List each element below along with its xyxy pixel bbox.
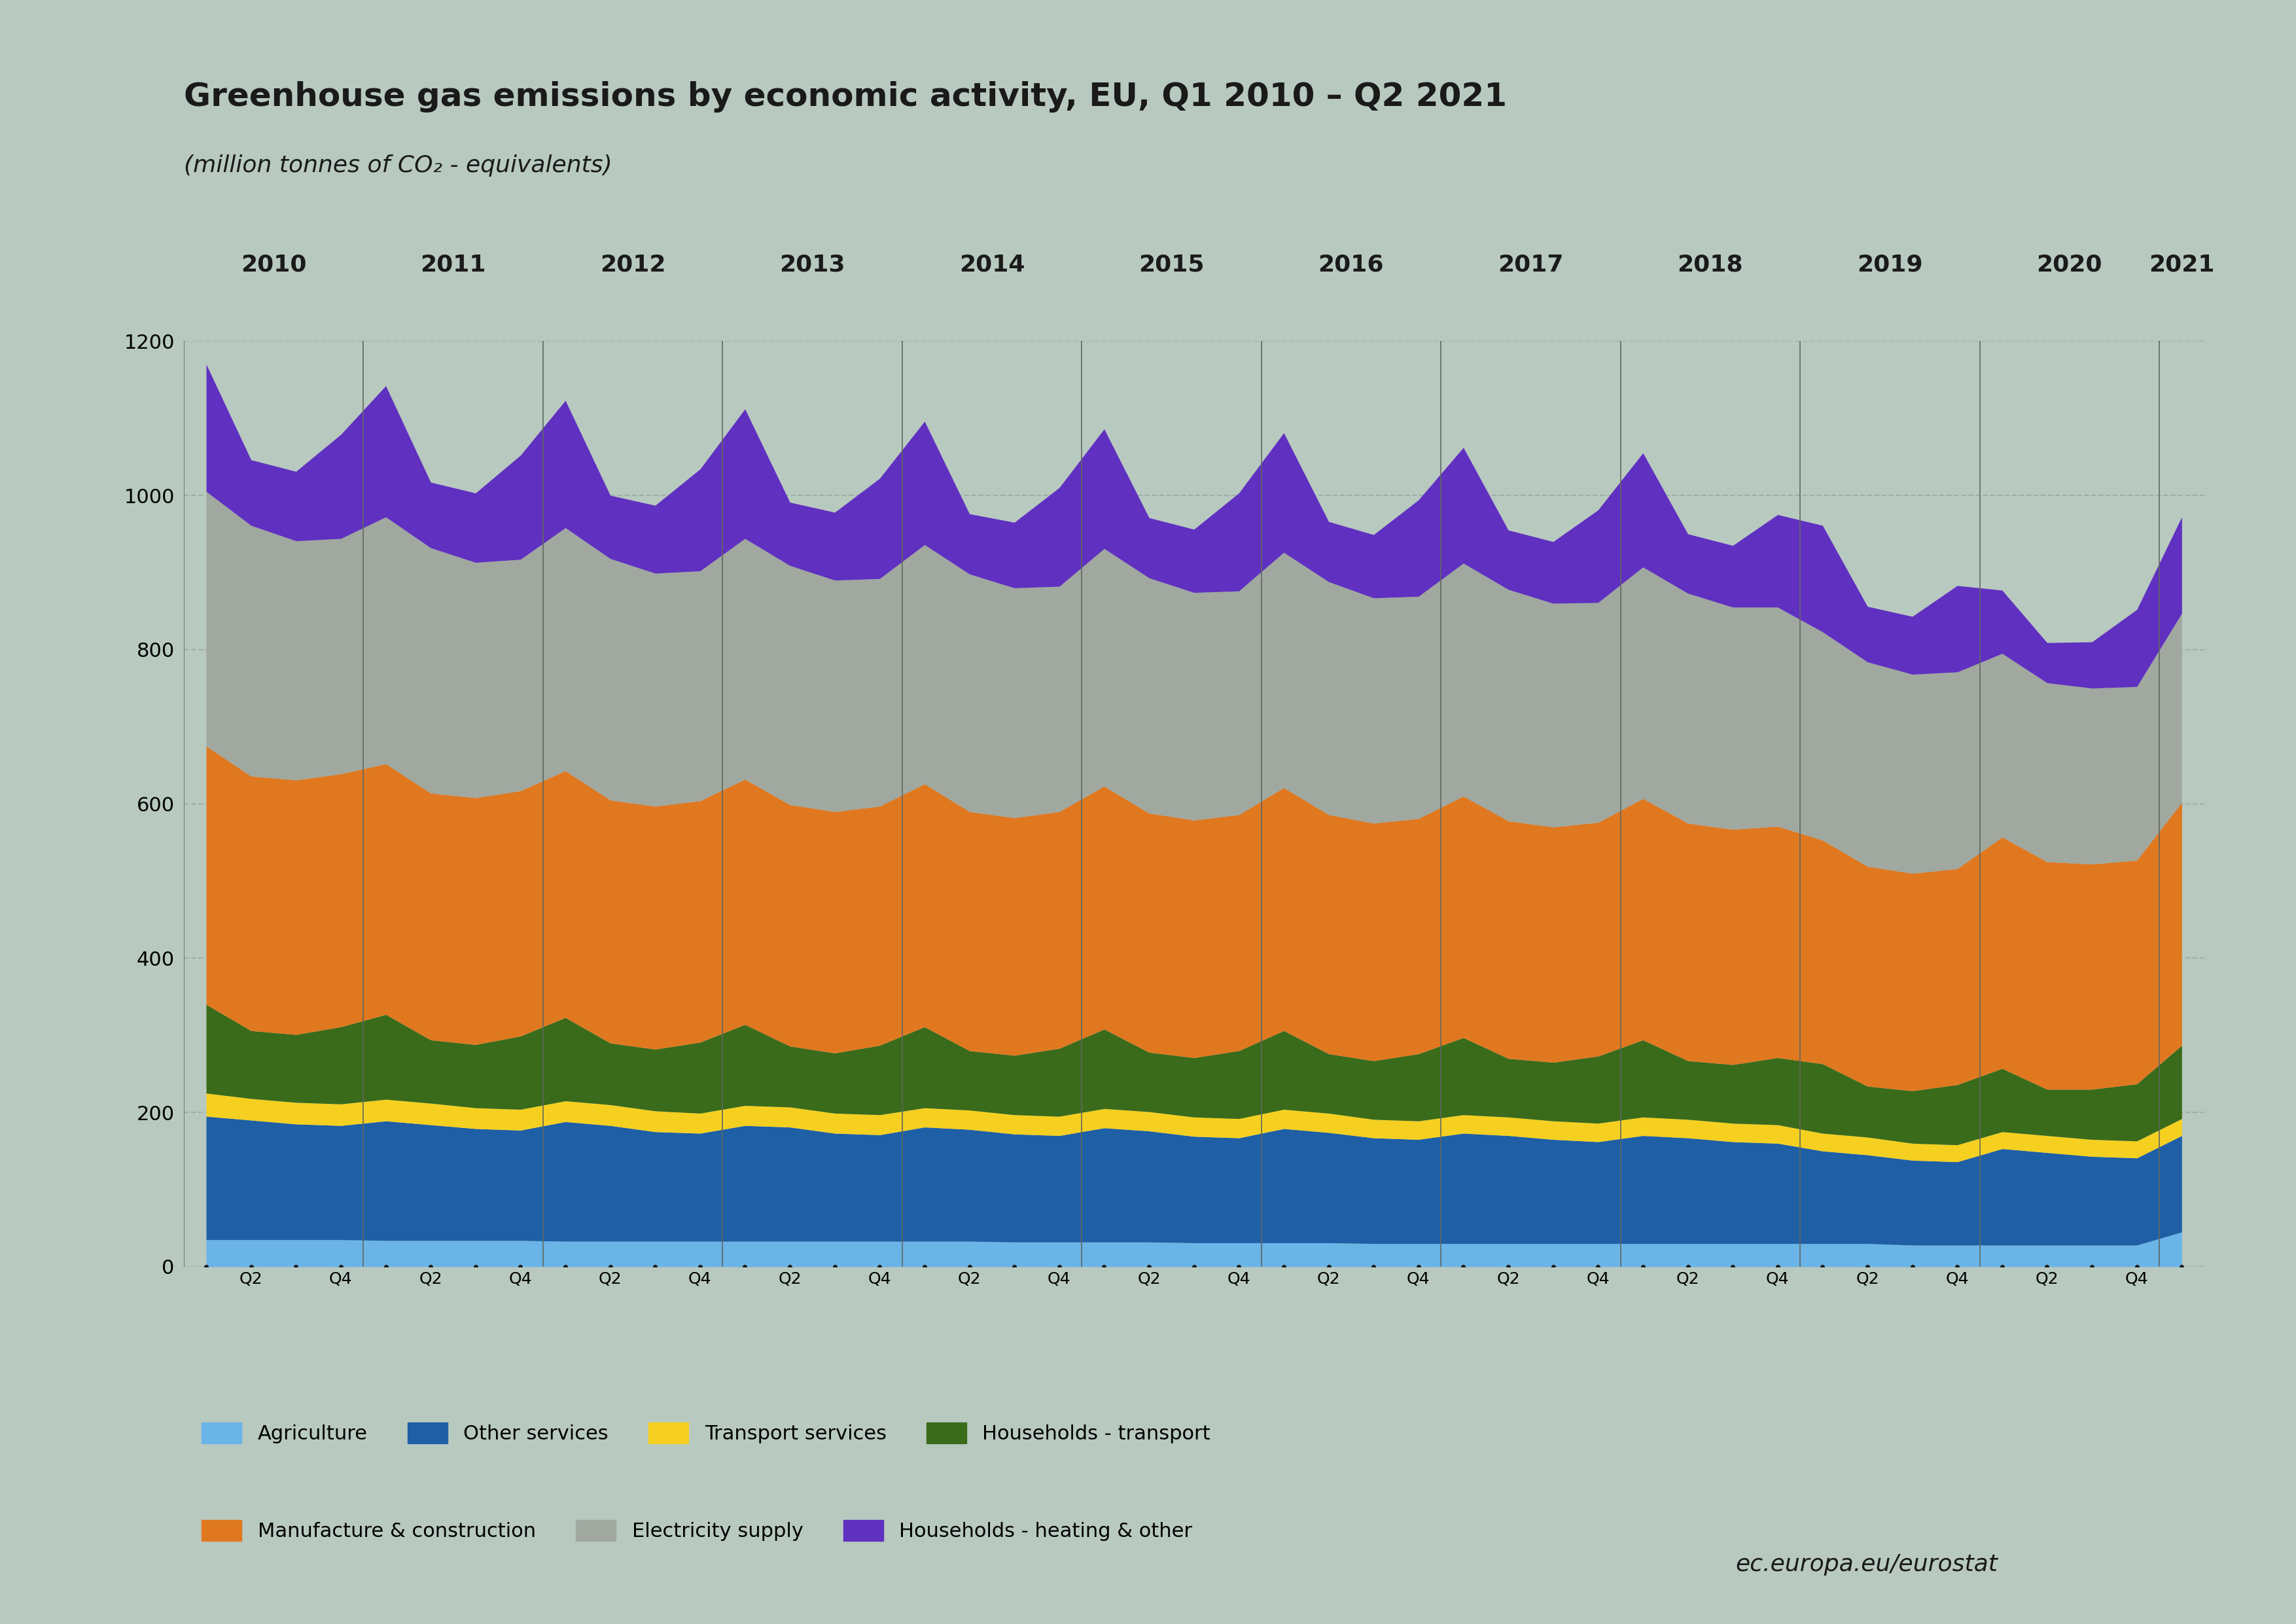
Text: 2015: 2015 [1139, 253, 1205, 276]
Text: 2021: 2021 [2149, 253, 2216, 276]
Text: (million tonnes of CO₂ - equivalents): (million tonnes of CO₂ - equivalents) [184, 154, 613, 177]
Text: 2013: 2013 [778, 253, 845, 276]
Text: 2018: 2018 [1678, 253, 1743, 276]
Text: 2019: 2019 [1857, 253, 1922, 276]
Text: 2020: 2020 [2037, 253, 2103, 276]
Text: 2017: 2017 [1497, 253, 1564, 276]
Text: 2012: 2012 [599, 253, 666, 276]
Text: 2016: 2016 [1318, 253, 1384, 276]
Text: 2011: 2011 [420, 253, 487, 276]
Text: 2014: 2014 [960, 253, 1024, 276]
Text: 2010: 2010 [241, 253, 305, 276]
Legend: Manufacture & construction, Electricity supply, Households - heating & other: Manufacture & construction, Electricity … [193, 1512, 1201, 1549]
Text: ec.europa.eu/eurostat: ec.europa.eu/eurostat [1736, 1553, 1998, 1575]
Text: Greenhouse gas emissions by economic activity, EU, Q1 2010 – Q2 2021: Greenhouse gas emissions by economic act… [184, 81, 1506, 112]
Legend: Agriculture, Other services, Transport services, Households - transport: Agriculture, Other services, Transport s… [193, 1415, 1219, 1452]
